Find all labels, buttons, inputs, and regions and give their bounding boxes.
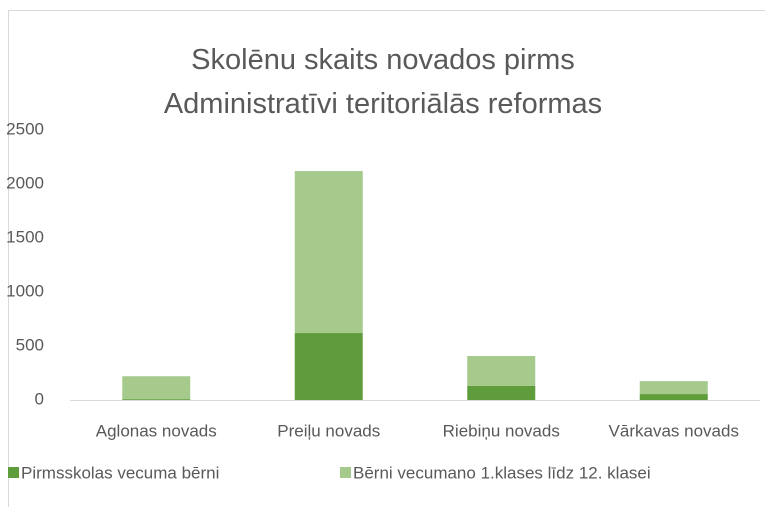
chart-title: Skolēnu skaits novados pirms Administrat…: [163, 44, 603, 120]
y-tick-label: 0: [35, 389, 44, 408]
bar-segment: [639, 381, 708, 395]
y-tick-label: 500: [16, 335, 44, 354]
legend-swatch: [340, 467, 351, 478]
chart-border: [8, 10, 765, 507]
legend-label: Bērni vecumano 1.klases līdz 12. klasei: [353, 463, 651, 482]
y-tick-label: 1500: [6, 227, 44, 246]
y-tick-label: 2000: [6, 173, 44, 192]
x-tick-label: Aglonas novads: [96, 421, 217, 440]
x-tick-label: Preiļu novads: [277, 421, 380, 440]
legend-label: Pirmsskolas vecuma bērni: [21, 463, 219, 482]
x-tick-label: Riebiņu novads: [443, 421, 560, 440]
x-tick-label: Vārkavas novads: [609, 421, 739, 440]
bar-segment: [122, 376, 191, 400]
legend-swatch: [8, 467, 19, 478]
y-tick-label: 1000: [6, 281, 44, 300]
bar-segment: [294, 333, 363, 400]
bar-segment: [639, 394, 708, 400]
bar-segment: [294, 171, 363, 334]
bar-segment: [467, 385, 536, 400]
bar-segment: [467, 356, 536, 386]
bar-segment: [122, 399, 191, 400]
y-tick-label: 2500: [6, 119, 44, 138]
